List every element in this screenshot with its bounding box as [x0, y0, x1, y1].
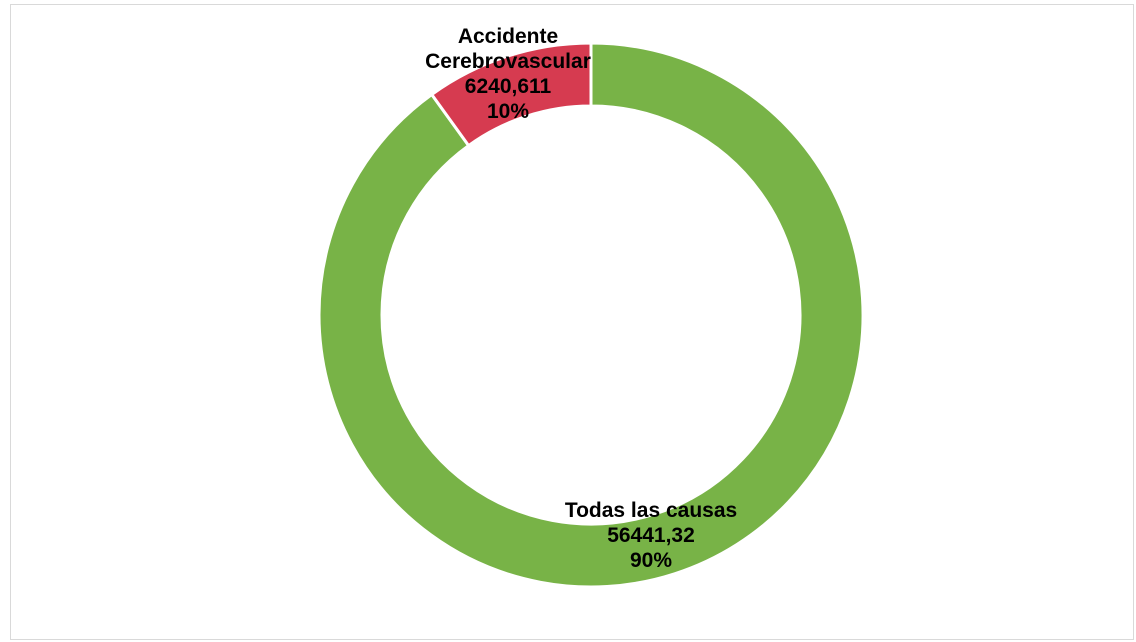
- slice-label-percent-accidente-cerebrovascular: 10%: [487, 100, 529, 123]
- slice-label-percent-todas-las-causas: 90%: [630, 549, 672, 572]
- slice-accidente-cerebrovascular: [429, 41, 593, 148]
- slice-label-name-accidente-cerebrovascular: Cerebrovascular: [425, 50, 591, 73]
- slice-todas-las-causas: [317, 41, 865, 589]
- slice-label-name-todas-las-causas: Todas las causas: [565, 499, 737, 522]
- chart-area: Todas las causas 56441,32 90% Accidente Cere…: [10, 4, 1134, 640]
- slice-label-name-accidente-cerebrovascular: Accidente: [458, 25, 558, 48]
- slice-label-value-accidente-cerebrovascular: 6240,611: [465, 75, 552, 98]
- slices-layer: [317, 41, 865, 589]
- slice-label-value-todas-las-causas: 56441,32: [607, 524, 695, 547]
